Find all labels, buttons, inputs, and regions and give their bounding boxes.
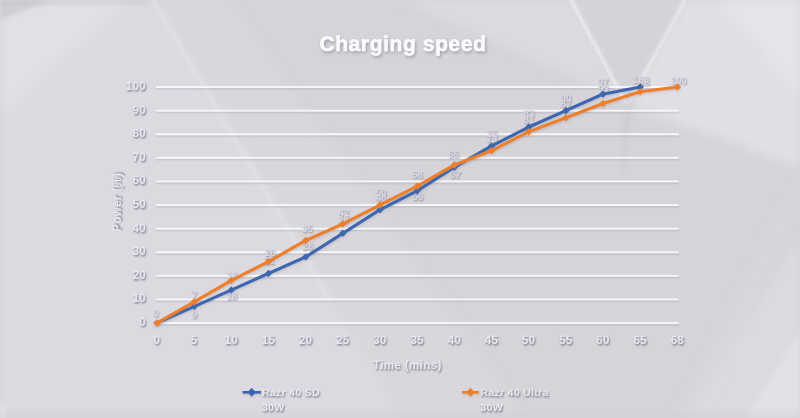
svg-text:93: 93 <box>598 84 609 95</box>
svg-text:48: 48 <box>376 193 387 204</box>
svg-text:50: 50 <box>376 188 387 199</box>
svg-text:83: 83 <box>524 109 535 120</box>
svg-text:100: 100 <box>671 76 687 87</box>
svg-text:58: 58 <box>412 170 423 181</box>
svg-text:81: 81 <box>524 115 535 126</box>
svg-text:7: 7 <box>192 290 197 301</box>
svg-text:90: 90 <box>561 93 572 104</box>
svg-text:97: 97 <box>598 77 609 88</box>
svg-text:67: 67 <box>450 170 461 181</box>
svg-text:18: 18 <box>227 291 238 302</box>
svg-text:66: 66 <box>448 150 459 161</box>
svg-text:56: 56 <box>413 192 424 203</box>
svg-text:87: 87 <box>561 99 572 110</box>
svg-text:38: 38 <box>338 215 349 226</box>
svg-text:0: 0 <box>153 308 158 319</box>
svg-text:26: 26 <box>265 248 276 259</box>
svg-text:9: 9 <box>192 310 198 321</box>
svg-text:35: 35 <box>302 224 313 235</box>
svg-text:100: 100 <box>633 75 649 86</box>
svg-text:73: 73 <box>487 134 498 145</box>
svg-text:75: 75 <box>487 129 498 140</box>
svg-text:14: 14 <box>227 270 238 281</box>
svg-text:28: 28 <box>303 241 314 252</box>
svg-text:42: 42 <box>339 208 350 219</box>
svg-text:98: 98 <box>639 77 650 88</box>
